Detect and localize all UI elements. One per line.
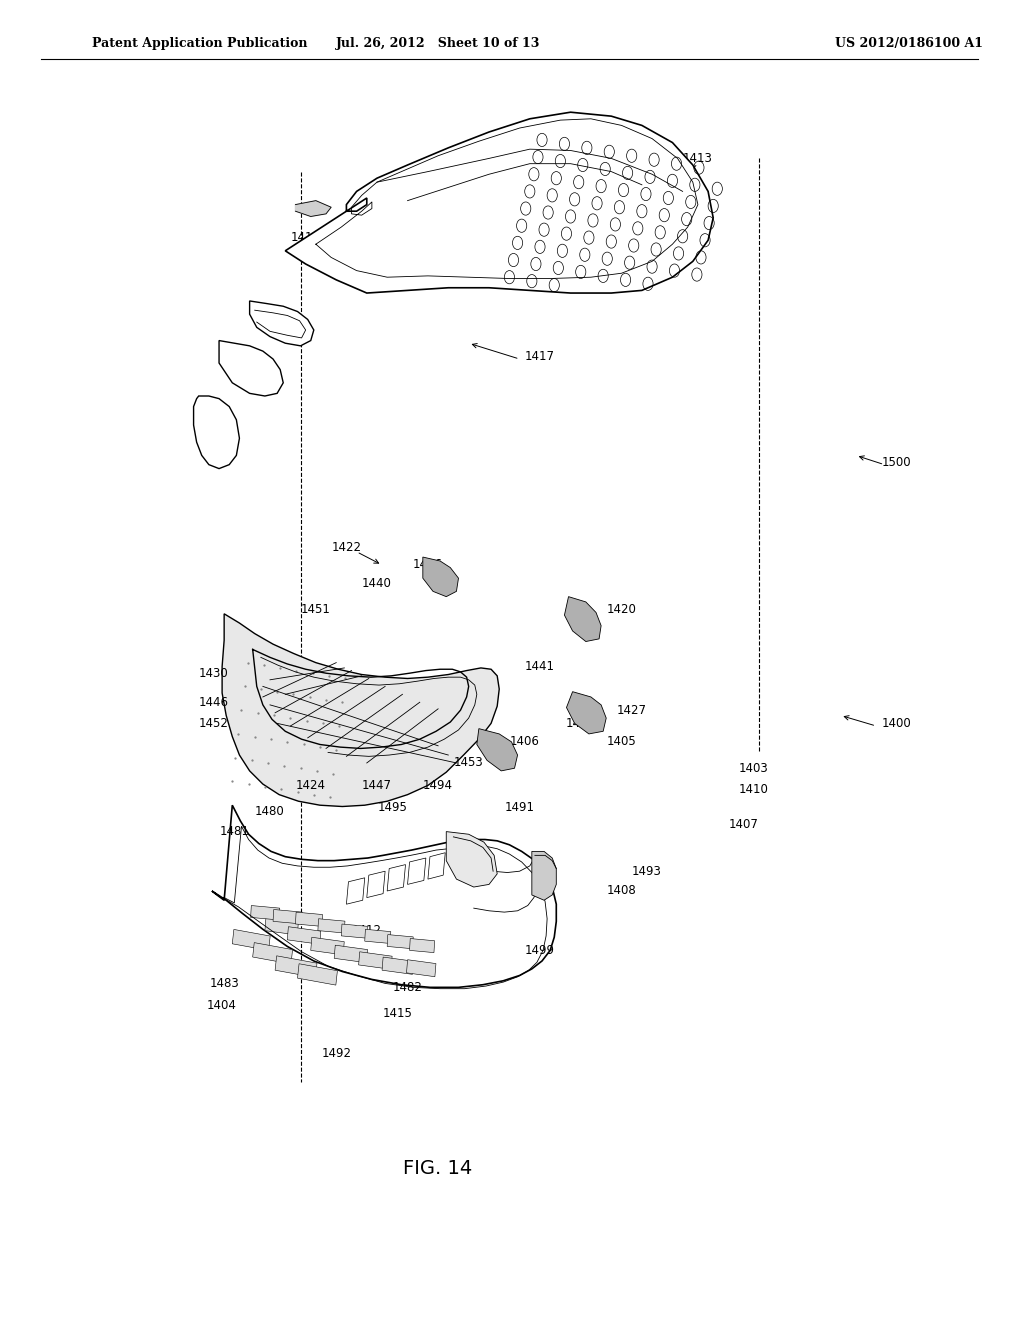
Polygon shape — [219, 341, 284, 396]
Text: 1491: 1491 — [505, 801, 535, 814]
Text: FIG. 14: FIG. 14 — [403, 1159, 473, 1177]
Text: 1481: 1481 — [219, 825, 249, 838]
Polygon shape — [286, 112, 713, 293]
Text: 1483: 1483 — [209, 977, 239, 990]
Bar — [334, 945, 368, 962]
Polygon shape — [423, 557, 459, 597]
Bar — [358, 952, 392, 969]
Text: 1406: 1406 — [510, 735, 540, 748]
Bar — [341, 924, 368, 939]
Text: 1413: 1413 — [683, 152, 713, 165]
Text: 1446: 1446 — [199, 696, 229, 709]
Text: 1451: 1451 — [301, 603, 331, 616]
Text: 1422: 1422 — [332, 541, 361, 554]
Polygon shape — [222, 614, 500, 807]
Polygon shape — [367, 871, 385, 898]
Text: 1450: 1450 — [566, 717, 596, 730]
Polygon shape — [296, 201, 331, 216]
Text: 1410: 1410 — [739, 783, 769, 796]
Bar — [410, 939, 434, 953]
Text: 1500: 1500 — [882, 455, 911, 469]
Text: 1453: 1453 — [454, 756, 483, 770]
Bar — [387, 935, 414, 949]
Text: 1494: 1494 — [423, 779, 453, 792]
Text: 1403: 1403 — [739, 762, 769, 775]
Text: 1407: 1407 — [729, 818, 759, 832]
Polygon shape — [408, 858, 426, 884]
Polygon shape — [477, 729, 517, 771]
Text: 1404: 1404 — [207, 999, 237, 1012]
Text: 1415: 1415 — [382, 1007, 413, 1020]
Text: 1426: 1426 — [413, 558, 443, 572]
Polygon shape — [212, 805, 556, 987]
Bar — [275, 956, 317, 978]
Bar — [232, 929, 270, 950]
Bar — [298, 964, 337, 985]
Text: 1405: 1405 — [606, 735, 636, 748]
Text: 1499: 1499 — [525, 944, 555, 957]
Polygon shape — [250, 301, 313, 346]
Polygon shape — [446, 832, 498, 887]
Bar — [407, 960, 436, 977]
Text: 1416: 1416 — [291, 231, 321, 244]
Polygon shape — [428, 853, 445, 879]
Text: US 2012/0186100 A1: US 2012/0186100 A1 — [836, 37, 983, 50]
Bar — [296, 912, 323, 927]
Text: 1430: 1430 — [199, 667, 228, 680]
Bar — [382, 957, 414, 974]
Bar — [288, 927, 321, 944]
Text: 1440: 1440 — [362, 577, 392, 590]
Text: 1452: 1452 — [199, 717, 229, 730]
Bar — [310, 937, 344, 954]
Text: 1495: 1495 — [377, 801, 408, 814]
Polygon shape — [566, 692, 606, 734]
Text: 1480: 1480 — [255, 805, 285, 818]
Text: 1424: 1424 — [296, 779, 326, 792]
Polygon shape — [531, 851, 556, 900]
Polygon shape — [387, 865, 406, 891]
Bar — [265, 917, 298, 935]
Text: 1447: 1447 — [361, 779, 392, 792]
Text: Patent Application Publication: Patent Application Publication — [92, 37, 307, 50]
Text: 1492: 1492 — [322, 1047, 351, 1060]
Bar — [365, 929, 391, 944]
Text: 1412: 1412 — [352, 924, 382, 937]
Text: 1493: 1493 — [632, 865, 662, 878]
Bar — [317, 919, 345, 933]
Text: 1482: 1482 — [392, 981, 423, 994]
Text: 1417: 1417 — [525, 350, 555, 363]
Text: 1427: 1427 — [616, 704, 647, 717]
Polygon shape — [194, 396, 240, 469]
Bar — [273, 909, 302, 924]
Polygon shape — [564, 597, 601, 642]
Text: 1408: 1408 — [606, 884, 636, 898]
Bar — [253, 942, 293, 964]
Text: 1420: 1420 — [606, 603, 637, 616]
Text: 1400: 1400 — [882, 717, 911, 730]
Text: Jul. 26, 2012   Sheet 10 of 13: Jul. 26, 2012 Sheet 10 of 13 — [336, 37, 541, 50]
Polygon shape — [346, 878, 365, 904]
Text: 1441: 1441 — [525, 660, 555, 673]
Bar — [251, 906, 280, 920]
